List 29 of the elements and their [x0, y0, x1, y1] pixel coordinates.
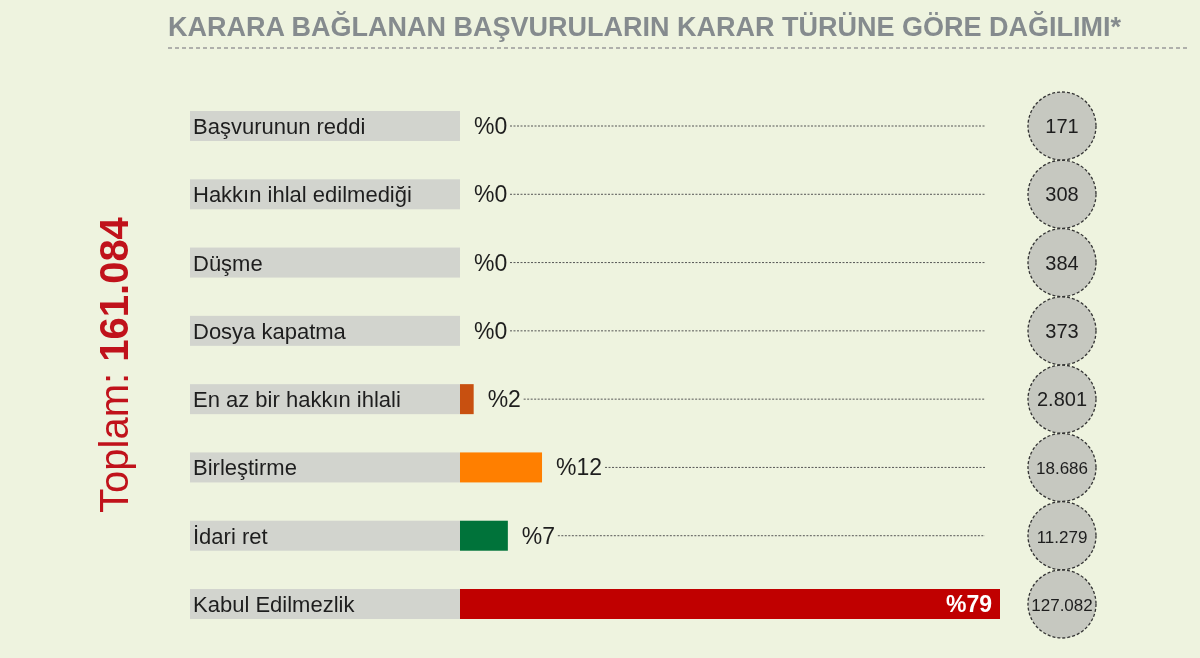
text: 308: [1045, 183, 1079, 206]
text: 384: [1045, 251, 1079, 274]
y-tick-label: Hakkın ihlal edilmediği: [193, 182, 412, 208]
data-label: %7: [521, 522, 556, 549]
y-tick-label: Birleştirme: [193, 455, 297, 481]
bar: [460, 384, 474, 415]
data-label: %0: [474, 181, 508, 208]
text: 373: [1045, 319, 1079, 342]
text: 11.279: [1036, 527, 1088, 547]
y-tick-label: Düşme: [193, 250, 263, 276]
y-tick-label: En az bir hakkın ihlali: [193, 387, 401, 413]
text: 127.082: [1031, 596, 1093, 615]
text: 171: [1045, 115, 1079, 137]
text: 18.686: [1036, 459, 1088, 479]
data-label: %12: [556, 454, 603, 481]
chart-title: KARARA BAĞLANAN BAŞVURULARIN KARAR TÜRÜNE GÖRE DAĞILIMI*: [168, 11, 1122, 42]
y-tick-label: İdari ret: [193, 523, 268, 549]
data-label: %0: [474, 317, 508, 344]
data-label: %79: [945, 591, 992, 617]
bar: [460, 452, 543, 483]
y-tick-label: Dosya kapatma: [193, 318, 347, 344]
text: 2.801: [1036, 388, 1088, 411]
data-label: %0: [474, 113, 508, 139]
data-label: %0: [474, 249, 508, 276]
text: Toplam: 161.084: [92, 216, 136, 513]
bar: [460, 520, 508, 551]
y-tick-label: Başvurunun reddi: [193, 114, 366, 139]
y-tick-label: Kabul Edilmezlik: [193, 592, 356, 617]
data-label: %2: [487, 386, 521, 413]
